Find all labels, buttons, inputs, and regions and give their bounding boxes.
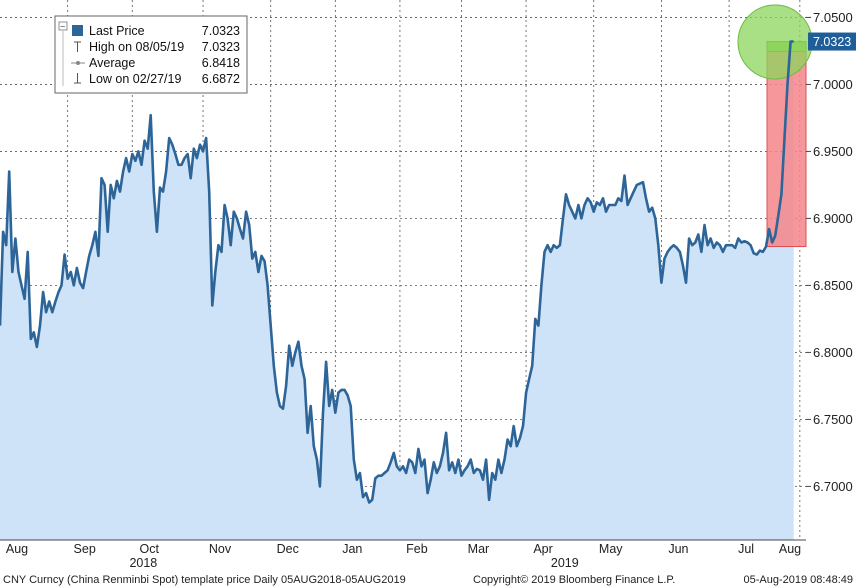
legend-high-icon <box>74 41 81 52</box>
legend-label-last-price: Last Price <box>89 24 145 38</box>
legend-swatch-last-price <box>72 25 83 36</box>
x-tick-label: Jun <box>668 542 688 556</box>
legend-collapse-icon[interactable]: − <box>60 22 65 32</box>
x-tick-label: Mar <box>468 542 490 556</box>
x-tick-label: Dec <box>277 542 299 556</box>
y-tick-label: 6.9500 <box>813 144 853 159</box>
x-tick-label: Oct <box>140 542 160 556</box>
legend-value-low: 6.6872 <box>202 72 240 86</box>
legend-label-high: High on 08/05/19 <box>89 40 184 54</box>
y-tick-label: 6.8000 <box>813 345 853 360</box>
x-tick-label: Nov <box>209 542 232 556</box>
legend-label-average: Average <box>89 56 135 70</box>
legend-value-last-price: 7.0323 <box>202 24 240 38</box>
last-price-label-bg <box>808 32 856 51</box>
legend-low-icon <box>74 73 81 84</box>
move-highlight <box>737 4 813 248</box>
green-highlight-circle <box>737 4 813 80</box>
legend-collapse-box[interactable] <box>58 21 68 31</box>
x-tick-label: Jul <box>738 542 754 556</box>
y-tick-label: 6.7000 <box>813 479 853 494</box>
y-tick-label: 6.9000 <box>813 211 853 226</box>
legend-box <box>54 15 248 94</box>
y-tick-label: 6.7500 <box>813 412 853 427</box>
legend-average-icon <box>71 61 85 65</box>
price-area <box>0 41 794 540</box>
legend-value-average: 6.8418 <box>202 56 240 70</box>
footer-description: CNY Curncy (China Renminbi Spot) templat… <box>3 574 406 586</box>
legend-value-high: 7.0323 <box>202 40 240 54</box>
y-tick-label: 7.0500 <box>813 10 853 25</box>
last-price-label-text: 7.0323 <box>813 35 851 49</box>
x-tick-label: Feb <box>406 542 428 556</box>
price-line <box>0 40 794 504</box>
x-year-label: 2018 <box>129 556 157 570</box>
last-price-label: 7.0323 <box>808 32 856 51</box>
x-tick-label: Aug <box>6 542 28 556</box>
footer-copyright: Copyright© 2019 Bloomberg Finance L.P. <box>473 574 675 586</box>
x-axis: Aug Sep Oct Nov Dec Jan Feb Mar Apr May Jun Jul Aug 2… <box>0 539 806 570</box>
x-tick-label: Apr <box>533 542 552 556</box>
legend: − Last Price 7.0323 High on 08/05/19 7.0… <box>54 15 248 94</box>
y-tick-label: 7.0000 <box>813 77 853 92</box>
x-year-label: 2019 <box>551 556 579 570</box>
y-axis: 6.7000 6.7500 6.8000 6.8500 6.9000 6.9500 7.00… <box>806 10 853 494</box>
x-tick-label: Aug <box>779 542 801 556</box>
y-tick-label: 6.8500 <box>813 278 853 293</box>
legend-label-low: Low on 02/27/19 <box>89 72 181 86</box>
footer-timestamp: 05-Aug-2019 08:48:49 <box>744 574 853 586</box>
x-tick-label: Sep <box>74 542 96 556</box>
x-tick-label: Jan <box>342 542 362 556</box>
x-tick-label: May <box>599 542 623 556</box>
